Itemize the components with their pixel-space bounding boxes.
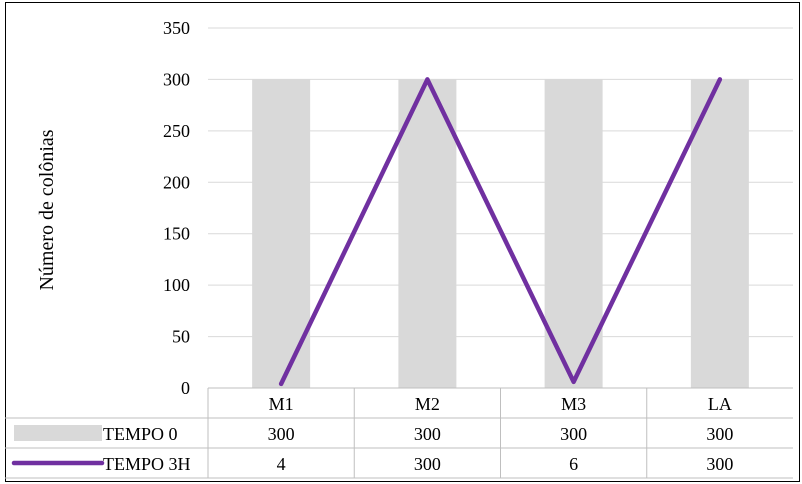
data-label: 300 xyxy=(414,424,441,444)
data-label: 300 xyxy=(414,454,441,474)
data-label: 300 xyxy=(706,424,733,444)
y-tick-label: 150 xyxy=(163,224,190,244)
data-label: 6 xyxy=(569,454,578,474)
data-label: 4 xyxy=(277,454,286,474)
y-tick-label: 250 xyxy=(163,121,190,141)
line-series xyxy=(278,77,723,387)
legend-key-0 xyxy=(14,425,102,441)
x-tick-label: M3 xyxy=(561,394,586,414)
legend-label: TEMPO 0 xyxy=(103,424,178,444)
point-m1 xyxy=(279,381,284,386)
bar-la xyxy=(690,79,749,388)
y-tick-label: 50 xyxy=(172,327,190,347)
y-tick-label: 100 xyxy=(163,275,190,295)
y-tick-label: 200 xyxy=(163,172,190,192)
data-label: 300 xyxy=(268,424,295,444)
data-label: 300 xyxy=(706,454,733,474)
y-tick-label: 0 xyxy=(181,378,190,398)
x-tick-label: M1 xyxy=(269,394,294,414)
bars xyxy=(252,79,749,388)
bar-m1 xyxy=(252,79,311,388)
chart-frame xyxy=(5,2,800,482)
x-tick-label: M2 xyxy=(415,394,440,414)
point-la xyxy=(717,77,722,82)
data-label: 300 xyxy=(560,424,587,444)
data-table: M1 M2 M3 LA TEMPO 0 300 300 300 300 TEMPO 3H 4 300 6… xyxy=(5,387,793,479)
y-tick-label: 300 xyxy=(163,69,190,89)
y-tick-label: 350 xyxy=(163,18,190,38)
bar-m3 xyxy=(544,79,603,388)
bar-m2 xyxy=(398,79,457,388)
point-m3 xyxy=(571,379,576,384)
point-m2 xyxy=(425,77,430,82)
legend-label: TEMPO 3H xyxy=(103,454,191,474)
x-tick-label: LA xyxy=(708,394,732,414)
y-axis-ticks: 0 50 100 150 200 250 300 350 xyxy=(163,18,190,398)
line-tempo-3h xyxy=(278,77,723,387)
y-axis-label: Número de colônias xyxy=(36,129,58,290)
